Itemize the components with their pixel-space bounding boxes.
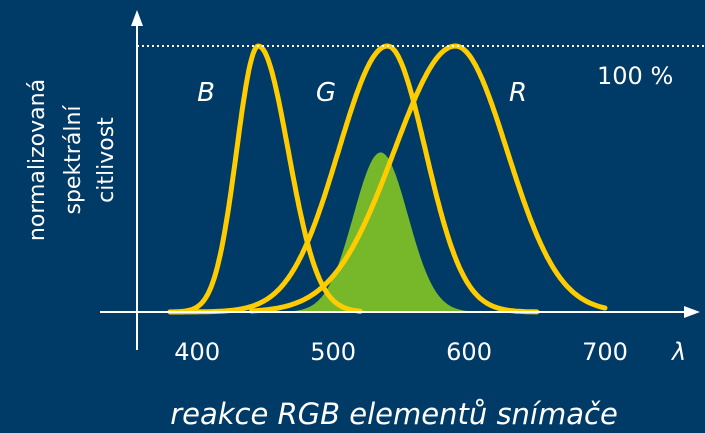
y-label-line-1: normalizovaná [25,79,50,241]
series-label-r: R [509,78,527,108]
x-axis-arrow [684,306,700,318]
series-line-r [249,43,608,314]
x-tick-label-500: 500 [310,338,356,366]
series-line-g [167,43,540,315]
series-line-b [167,43,363,315]
y-label-line-3: citlivost [94,117,119,203]
x-tick-label-700: 700 [582,338,628,366]
chart-title: reakce RGB elementů snímače [170,397,618,431]
reference-label: 100 % [597,62,673,90]
series-label-g: G [316,78,336,108]
plot-area [167,43,608,315]
x-tick-labels: 400 500 600 700 [174,338,628,366]
luminosity-filled-curve [278,152,483,312]
y-axis-arrow [131,10,143,26]
y-label-line-2: spektrální [61,105,86,215]
x-tick-label-600: 600 [446,338,492,366]
x-tick-label-400: 400 [174,338,220,366]
x-label: λ [670,338,686,366]
series-label-b: B [197,78,215,108]
